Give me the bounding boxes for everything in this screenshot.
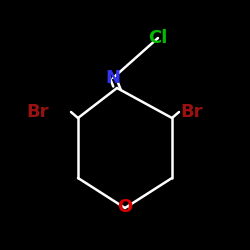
Text: N: N [106, 69, 120, 87]
Text: Br: Br [181, 103, 203, 121]
Text: O: O [118, 198, 132, 216]
Text: Br: Br [27, 103, 49, 121]
Text: Cl: Cl [148, 29, 168, 47]
